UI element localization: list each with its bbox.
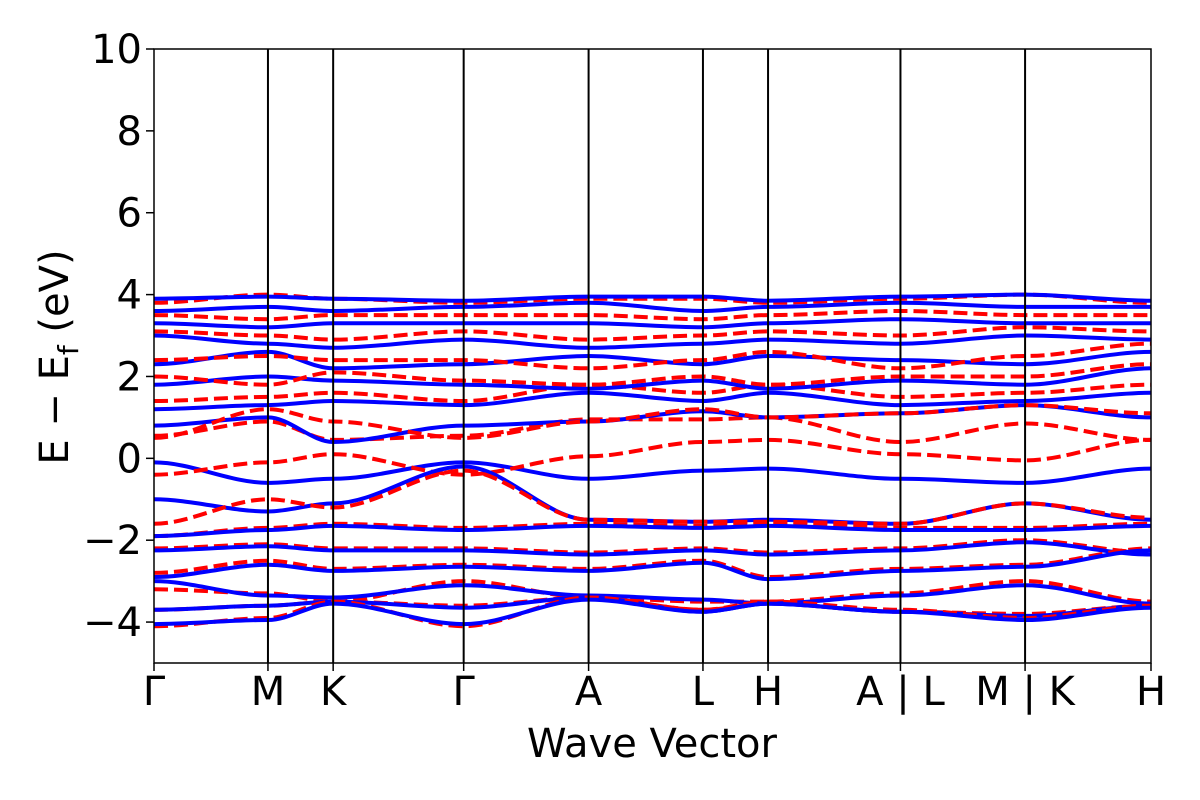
band-line-dashed-2 <box>153 415 1152 445</box>
band-line-dashed-5 <box>153 521 1152 539</box>
plot-frame <box>153 48 1152 664</box>
band-line-solid-25 <box>153 333 1152 350</box>
band-line-solid-8 <box>153 540 1152 557</box>
y-tick-label-3: 2 <box>117 354 142 400</box>
band-line-solid-29 <box>153 300 1151 314</box>
x-tick-label-3: Γ <box>453 669 476 715</box>
y-tick-label-4: 4 <box>117 273 142 319</box>
band-line-solid-27 <box>153 317 1151 330</box>
band-line-dashed-28 <box>153 308 1151 322</box>
x-tick-label-2: K <box>320 669 348 715</box>
y-ticks: −4 −2 0 2 4 6 8 10 <box>83 27 154 646</box>
y-axis-title-sub: f <box>52 344 85 355</box>
band-line-solid-17 <box>153 403 1152 445</box>
band-line-dashed-26 <box>153 325 1152 342</box>
band-line-dashed-4 <box>153 468 1152 526</box>
band-line-dashed-22 <box>153 362 1152 387</box>
x-tick-label-9: H <box>1136 669 1166 715</box>
x-tick-label-6: H <box>753 669 783 715</box>
band-line-dashed-9 <box>153 546 1152 580</box>
band-line-solid-12 <box>153 579 1152 606</box>
band-line-dashed-20 <box>153 382 1152 404</box>
y-axis-title: E − Ef (eV) <box>32 249 85 464</box>
band-line-dashed-7 <box>153 538 1152 555</box>
y-tick-label-5: 6 <box>117 191 142 237</box>
band-line-solid-23 <box>153 349 1152 371</box>
kpoint-lines <box>266 49 1027 663</box>
band-line-solid-6 <box>153 523 1152 539</box>
x-tick-label-5: L <box>692 669 715 715</box>
x-tick-label-7: A | L <box>856 669 945 715</box>
y-tick-label-1: −2 <box>83 518 142 564</box>
band-line-solid-0 <box>153 460 1152 485</box>
series-layer <box>153 292 1152 629</box>
band-line-dashed-18 <box>153 403 1152 440</box>
x-tick-label-1: M <box>251 669 286 715</box>
x-tick-label-8: M | K <box>975 669 1076 715</box>
band-line-dashed-1 <box>153 437 1152 477</box>
band-line-dashed-24 <box>153 341 1152 371</box>
y-axis-title-unit: (eV) <box>32 249 78 345</box>
band-line-solid-16 <box>153 597 1152 627</box>
band-line-solid-10 <box>153 548 1152 582</box>
y-tick-label-0: −4 <box>83 600 142 646</box>
y-tick-label-6: 8 <box>117 109 142 155</box>
band-line-solid-31 <box>153 292 1152 303</box>
x-tick-label-0: Γ <box>143 669 166 715</box>
band-line-dashed-11 <box>153 579 1152 604</box>
x-axis-title: Wave Vector <box>527 721 778 767</box>
band-line-solid-19 <box>153 390 1152 412</box>
x-tick-label-4: A <box>575 669 603 715</box>
band-line-solid-21 <box>153 366 1152 391</box>
y-tick-label-7: 10 <box>91 27 142 73</box>
y-axis-title-main: E − E <box>32 355 78 465</box>
y-tick-label-2: 0 <box>117 436 142 482</box>
